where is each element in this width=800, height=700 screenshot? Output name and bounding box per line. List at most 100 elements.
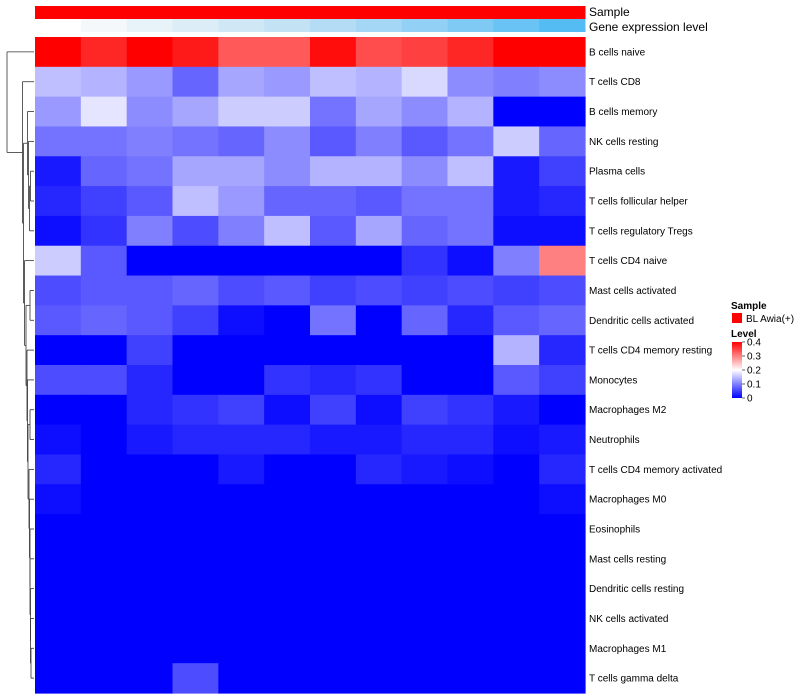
heatmap-cell — [539, 394, 586, 426]
heatmap-cell — [264, 484, 311, 515]
heatmap-cell — [539, 424, 586, 456]
heatmap-cell — [310, 215, 357, 247]
heatmap-cell — [172, 37, 219, 68]
heatmap-cell — [447, 245, 494, 277]
heatmap-cell — [539, 543, 586, 575]
heatmap-cell — [355, 514, 403, 545]
row-dendrogram — [6, 51, 34, 679]
heatmap-cell — [264, 573, 311, 605]
heatmap-cell — [401, 484, 449, 515]
row-label: Mast cells resting — [589, 554, 666, 565]
heatmap-cell — [264, 215, 311, 247]
sample-annotation-cell — [172, 6, 219, 19]
heatmap-cell — [539, 305, 586, 336]
heatmap-cell — [172, 96, 219, 128]
heatmap-cell — [80, 156, 128, 187]
heatmap-cell — [355, 245, 403, 277]
heatmap-cell — [172, 394, 219, 426]
sample-annotation-cell — [80, 6, 128, 19]
heatmap-cell — [447, 514, 494, 545]
heatmap-cell — [310, 275, 357, 306]
heatmap-cell — [80, 394, 128, 426]
heatmap-cell — [80, 335, 128, 366]
sample-annotation-cell — [401, 6, 448, 19]
heatmap-cell — [35, 663, 82, 694]
heatmap-cell — [218, 275, 265, 306]
heatmap-cell — [126, 424, 174, 456]
heatmap-cell — [126, 96, 174, 128]
heatmap-cell — [126, 514, 174, 545]
heatmap-cell — [401, 37, 449, 68]
heatmap-cell — [447, 335, 494, 366]
gene-expression-annotation-cell — [447, 19, 494, 32]
heatmap-cell — [493, 365, 540, 396]
heatmap-cell — [126, 573, 174, 605]
heatmap-cell — [218, 573, 265, 605]
heatmap-cell — [447, 663, 494, 694]
heatmap-cell — [35, 424, 82, 456]
heatmap-cell — [401, 543, 449, 575]
heatmap-cell — [172, 573, 219, 605]
heatmap-cells — [35, 37, 586, 694]
heatmap-cell — [218, 37, 265, 68]
heatmap-cell — [493, 454, 540, 485]
heatmap-cell — [264, 663, 311, 694]
heatmap-cell — [447, 394, 494, 426]
heatmap-cell — [355, 484, 403, 515]
heatmap-cell — [126, 394, 174, 426]
heatmap-cell — [218, 365, 265, 396]
heatmap-cell — [355, 663, 403, 694]
heatmap-cell — [218, 335, 265, 366]
heatmap-cell — [126, 215, 174, 247]
sample-annotation-cell — [310, 6, 357, 19]
heatmap-cell — [218, 186, 265, 217]
row-label: T cells CD4 memory resting — [589, 346, 712, 357]
row-labels: B cells naive T cells CD8 B cells memory NK… — [589, 47, 722, 684]
heatmap-cell — [126, 245, 174, 277]
gene-expression-annotation-cell — [264, 19, 311, 32]
heatmap-cell — [355, 335, 403, 366]
gene-expression-annotation-cell — [126, 19, 173, 32]
heatmap-cell — [218, 156, 265, 187]
heatmap-cell — [35, 365, 82, 396]
row-label: Plasma cells — [589, 167, 645, 178]
legend: Sample BL Awia(+) Level 0.4 0.3 0.2 0.1 0 — [731, 301, 794, 405]
gene-expression-annotation-cell — [218, 19, 265, 32]
heatmap-cell — [218, 96, 265, 128]
heatmap-cell — [447, 484, 494, 515]
heatmap-cell — [310, 126, 357, 157]
heatmap-cell — [80, 514, 128, 545]
gene-expression-annotation-cell — [539, 19, 586, 32]
heatmap-cell — [355, 37, 403, 68]
heatmap-cell — [35, 484, 82, 515]
heatmap-cell — [264, 335, 311, 366]
heatmap-cell — [35, 514, 82, 545]
heatmap-cell — [218, 394, 265, 426]
heatmap-cell — [447, 365, 494, 396]
heatmap-cell — [539, 633, 586, 664]
heatmap-cell — [80, 365, 128, 396]
heatmap-cell — [401, 335, 449, 366]
heatmap-cell — [401, 394, 449, 426]
heatmap-cell — [35, 156, 82, 187]
heatmap-cell — [172, 663, 219, 694]
heatmap-cell — [80, 96, 128, 128]
heatmap-cell — [355, 275, 403, 306]
heatmap-cell — [264, 37, 311, 68]
heatmap-cell — [218, 514, 265, 545]
heatmap-cell — [310, 633, 357, 664]
heatmap-cell — [493, 484, 540, 515]
gene-expression-annotation-cell — [172, 19, 219, 32]
heatmap-cell — [401, 305, 449, 336]
heatmap-cell — [310, 543, 357, 575]
heatmap-cell — [355, 454, 403, 485]
sample-annotation-cell — [218, 6, 265, 19]
heatmap-cell — [80, 305, 128, 336]
heatmap-cell — [355, 215, 403, 247]
legend-tick-label: 0 — [747, 394, 753, 405]
sample-annotation-title: Sample — [589, 5, 630, 19]
legend-tick-label: 0.2 — [747, 366, 761, 377]
heatmap-cell — [447, 126, 494, 157]
legend-tick-label: 0.4 — [747, 338, 761, 349]
heatmap-cell — [172, 156, 219, 187]
